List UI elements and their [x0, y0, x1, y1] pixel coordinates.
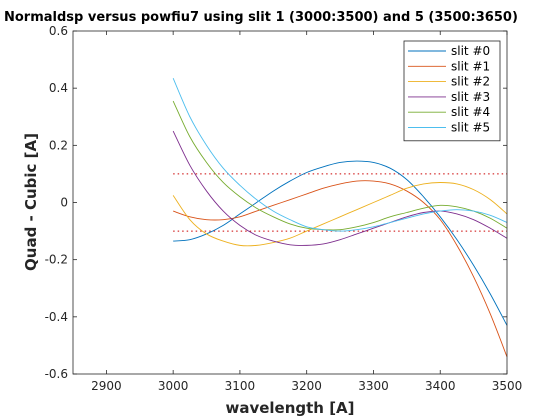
legend-box [403, 40, 501, 142]
x-tick-label-0: 2900 [91, 379, 122, 393]
x-tick-label-2: 3100 [225, 379, 256, 393]
legend-entry-5: slit #5 [451, 121, 490, 135]
x-tick-label-5: 3400 [425, 379, 456, 393]
x-axis-label: wavelength [A] [225, 399, 354, 417]
y-tick-label-6: 0.6 [49, 24, 68, 38]
axis-ticks: 2900 3000 3100 3200 3300 3400 3500 -0.6 -0.4 -0.2… [45, 24, 523, 393]
legend-entry-0: slit #0 [451, 44, 490, 58]
series-line-slit-2 [172, 182, 508, 247]
legend-entry-1: slit #1 [451, 59, 490, 73]
series-line-slit-1 [173, 180, 508, 358]
y-tick-label-5: 0.4 [49, 81, 68, 95]
y-tick-label-2: -0.2 [45, 253, 68, 267]
series-line-slit-0 [173, 160, 508, 326]
y-tick-label-1: -0.4 [45, 310, 68, 324]
y-axis-label: Quad - Cubic [A] [22, 133, 40, 271]
y-tick-label-3: 0 [60, 196, 68, 210]
x-tick-label-6: 3500 [492, 379, 523, 393]
legend-entry-3: slit #3 [451, 90, 490, 104]
legend-entry-2: slit #2 [451, 75, 490, 89]
x-tick-label-4: 3300 [358, 379, 389, 393]
x-tick-label-3: 3200 [291, 379, 322, 393]
series-line-slit-5 [172, 77, 508, 232]
y-tick-label-0: -0.6 [45, 367, 68, 381]
x-tick-label-1: 3000 [158, 379, 189, 393]
y-tick-label-4: 0.2 [49, 138, 68, 152]
chart-title: Normaldsp versus powfiu7 using slit 1 (3… [4, 10, 518, 25]
series-line-slit-4 [172, 100, 508, 231]
series-line-slit-3 [172, 130, 508, 246]
legend-entry-4: slit #4 [451, 105, 490, 119]
series-lines [172, 77, 508, 358]
